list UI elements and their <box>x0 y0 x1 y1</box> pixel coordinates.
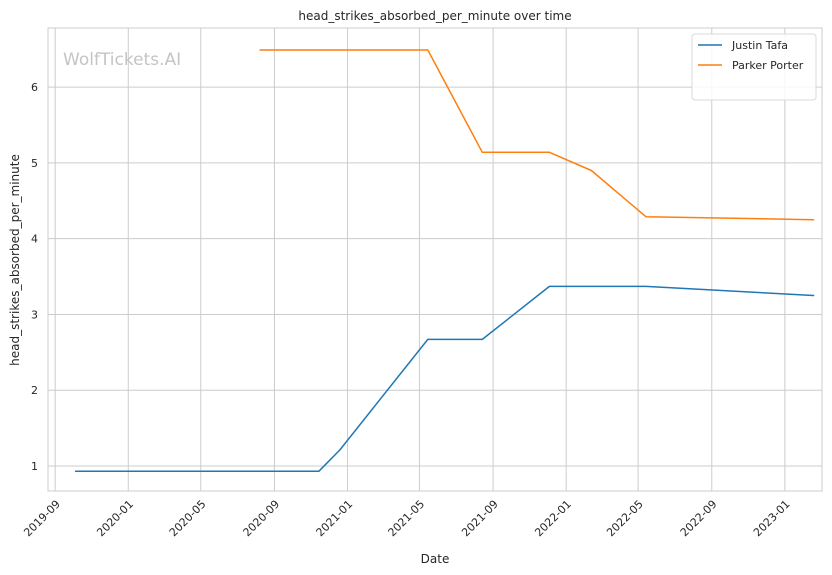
x-tick-label: 2023-01 <box>751 498 793 540</box>
x-tick-label: 2021-09 <box>459 498 501 540</box>
x-tick-label: 2019-09 <box>21 498 63 540</box>
x-tick-label: 2020-09 <box>241 498 283 540</box>
y-axis-ticks: 1 2 3 4 5 6 <box>31 81 38 473</box>
legend: Justin Tafa Parker Porter <box>691 33 817 101</box>
x-tick-label: 2020-01 <box>94 498 136 540</box>
x-axis-title: Date <box>421 552 450 566</box>
y-axis-title: head_strikes_absorbed_per_minute <box>8 154 22 366</box>
series-layer <box>74 49 815 473</box>
series-line-parker-porter <box>259 49 815 221</box>
y-tick-label: 2 <box>31 384 38 397</box>
y-tick-label: 5 <box>31 157 38 170</box>
x-tick-label: 2022-09 <box>678 498 720 540</box>
series-line-justin-tafa <box>74 285 815 473</box>
plot-area <box>47 27 823 492</box>
legend-label-parker-porter: Parker Porter <box>732 59 804 72</box>
legend-box <box>691 33 817 101</box>
x-tick-label: 2021-01 <box>314 498 356 540</box>
chart-title: head_strikes_absorbed_per_minute over ti… <box>298 9 571 23</box>
y-tick-label: 1 <box>31 460 38 473</box>
grid <box>48 28 822 491</box>
x-tick-label: 2020-05 <box>167 498 209 540</box>
y-tick-label: 3 <box>31 308 38 321</box>
legend-label-justin-tafa: Justin Tafa <box>731 39 788 52</box>
x-tick-label: 2022-05 <box>604 498 646 540</box>
x-tick-label: 2022-01 <box>532 498 574 540</box>
y-tick-label: 4 <box>31 233 38 246</box>
x-tick-label: 2021-05 <box>386 498 428 540</box>
x-axis-ticks: 2019-09 2020-01 2020-05 2020-09 2021-01 2021-… <box>21 498 792 540</box>
y-tick-label: 6 <box>31 81 38 94</box>
watermark: WolfTickets.AI <box>63 50 181 70</box>
